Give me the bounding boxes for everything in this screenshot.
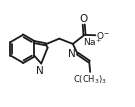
Text: Na$^{+}$: Na$^{+}$ [83,37,102,48]
Text: C(CH$_3$)$_3$: C(CH$_3$)$_3$ [73,73,107,86]
Text: N: N [36,66,44,76]
Text: N: N [68,49,75,59]
Text: O$^{-}$: O$^{-}$ [96,30,110,41]
Text: O: O [80,14,88,24]
